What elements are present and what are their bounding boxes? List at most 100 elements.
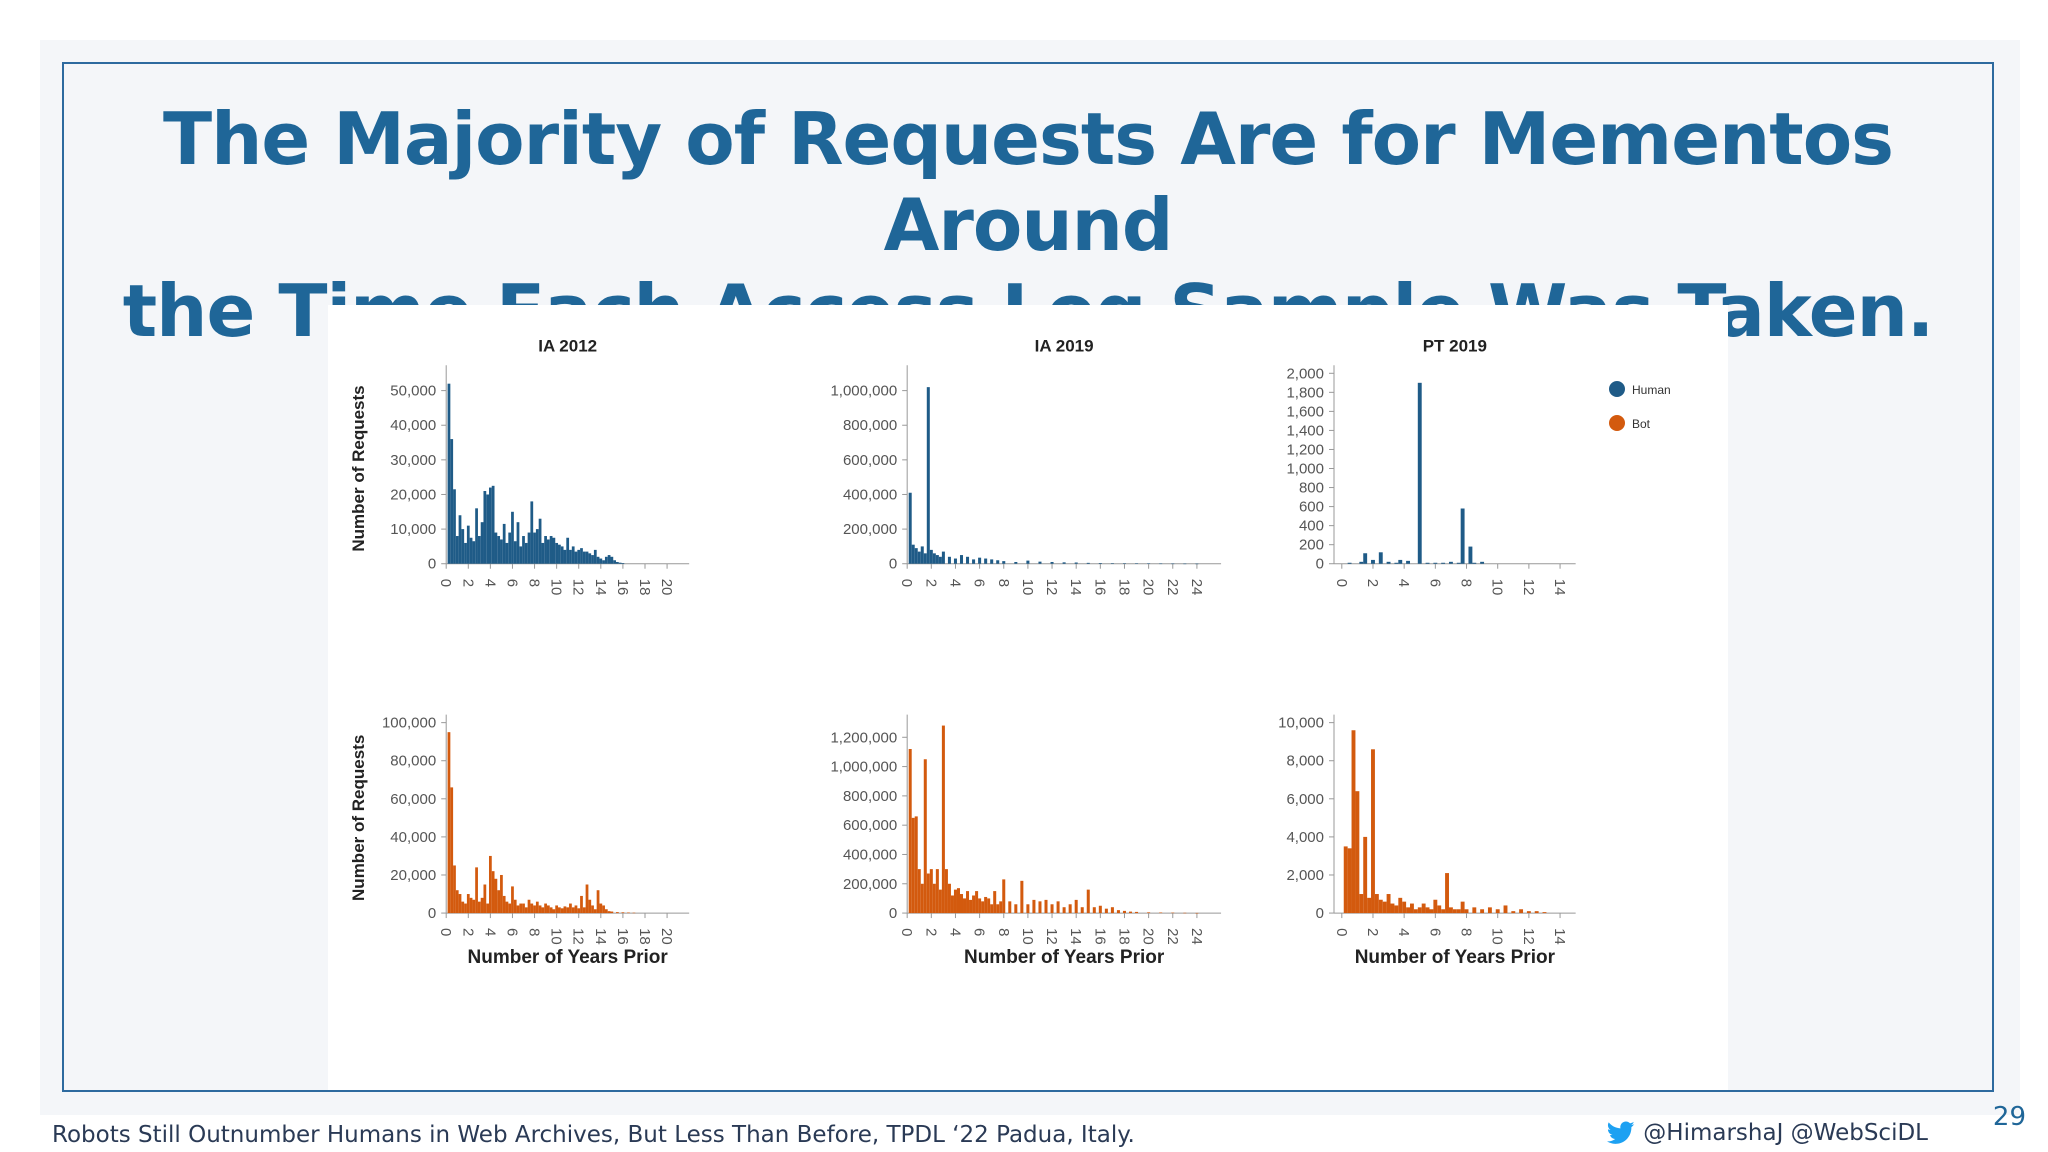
bar [1374,894,1379,914]
x-tick-label: 6 [503,579,520,587]
bar [1402,901,1407,914]
bar [1002,561,1006,564]
x-tick-label: 16 [614,579,631,596]
bar [911,817,915,914]
y-tick-label: 200,000 [843,521,897,538]
bar [950,895,954,914]
bar [535,901,539,914]
bar [1441,562,1446,564]
bar [502,523,506,564]
bar [987,898,991,914]
bar [917,551,921,564]
bar [1363,553,1368,564]
bar [1363,836,1368,914]
y-tick-label: 0 [1316,556,1324,573]
y-tick-label: 1,200,000 [830,729,897,746]
bar [582,551,586,564]
bar [938,556,942,564]
x-tick-label: 8 [526,928,543,936]
bar [1371,749,1375,914]
bar [1135,563,1139,564]
bar [535,529,539,564]
y-tick-label: 50,000 [390,383,436,400]
bar [990,559,994,564]
bar [1495,909,1500,914]
bar [511,886,514,914]
bar [1159,912,1163,914]
bar [1425,562,1430,564]
bar [1378,899,1383,914]
x-tick-label: 6 [1426,928,1443,936]
chart-pt2019-bot: 0 2,000 4,000 6,000 8,000 10,000 0 2 4 6 8 10 12 14 Nu… [1278,715,1576,968]
bar [1068,904,1072,914]
bar [530,501,534,564]
bar [1429,909,1434,914]
bar [466,525,470,564]
bar [1472,907,1477,914]
bar [1406,907,1411,914]
legend: Human Bot [1609,381,1671,431]
x-tick-label: 24 [1188,928,1205,945]
bar [591,905,594,914]
bar [604,909,608,914]
bar [984,558,988,564]
bar [558,907,561,914]
x-tick-label: 2 [1364,579,1381,587]
y-tick-label: 1,800 [1286,384,1324,401]
chart-ia2019-bot: 0 200,000 400,000 600,000 800,000 1,000,000 1,… [830,714,1222,968]
bar [926,873,930,914]
bar [480,897,484,914]
y-tick-label: 0 [428,556,436,573]
bar [469,897,473,914]
bar [513,541,517,564]
bar [1056,901,1060,914]
bar [508,903,512,914]
bar [524,907,528,914]
bar [1406,560,1411,564]
bar [920,883,924,914]
bar [935,869,939,914]
bar [582,907,586,914]
bar [1433,899,1438,914]
x-tick-label: 12 [1043,928,1060,945]
bar [480,522,484,564]
bar [1417,907,1422,914]
bar [585,884,589,914]
bar [546,539,550,564]
bar [527,532,531,564]
bar [607,911,611,914]
bar [908,749,912,914]
bar [1371,559,1375,564]
bar [1386,894,1391,914]
bar [1460,508,1465,564]
bar [455,536,459,564]
bar [1171,563,1175,565]
bar [981,901,985,914]
bar [450,787,454,914]
bar [956,888,960,914]
bar [1413,909,1418,914]
bar [1464,909,1469,914]
bar [541,542,545,564]
bar [571,907,575,914]
bar [558,544,561,564]
x-tick-label: 14 [1067,928,1084,945]
bar [455,890,459,914]
bar [607,555,611,564]
x-tick-label: 12 [570,579,587,596]
bar [1026,560,1030,564]
x-tick-label: 12 [1043,579,1060,596]
bar [944,869,948,914]
bar [1074,562,1078,564]
bar [966,556,970,564]
x-tick-label: 2 [459,928,476,936]
bar [519,546,523,564]
legend-bot-label: Bot [1632,417,1651,431]
bar [908,492,912,564]
bar [1074,899,1078,914]
bar [508,532,512,564]
bar [1020,880,1024,914]
bar [1433,562,1438,564]
bar [1062,907,1066,914]
x-tick-label: 2 [459,579,476,587]
